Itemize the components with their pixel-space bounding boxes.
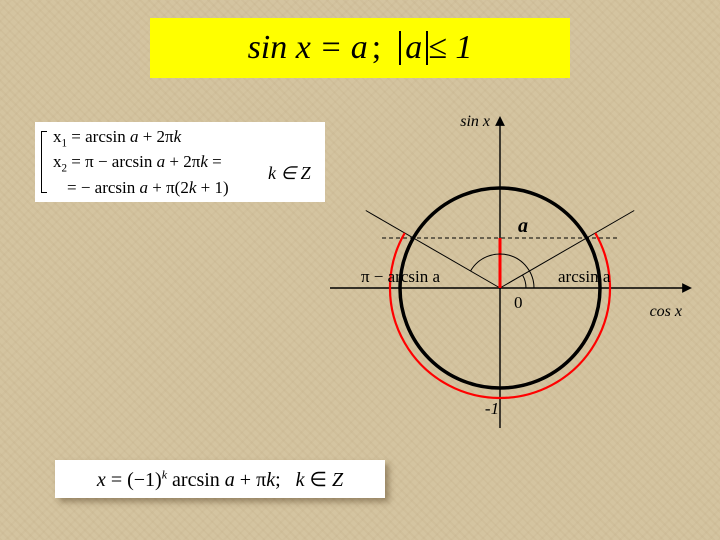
equation-title: sin x = a ; a ≤ 1 [150, 18, 570, 78]
title-rhs: ≤ 1 [428, 29, 472, 67]
minus-one-label: -1 [485, 399, 499, 418]
k-in-z-note: k ∈ Z [260, 160, 319, 187]
solution-line-1: x1 = arcsin a + 2πk [53, 126, 229, 151]
solutions-lines: x1 = arcsin a + 2πk x2 = π − arcsin a + … [47, 126, 229, 198]
angle-arc-left [471, 254, 534, 288]
solution-line-2: x2 = π − arcsin a + 2πk = [53, 151, 229, 176]
title-sep: ; [368, 29, 399, 67]
general-solution-formula: x = (−1)k arcsin a + πk; k ∈ Z [55, 460, 385, 498]
pi-minus-arcsin-a-label: π − arcsin a [361, 267, 441, 286]
general-formula-text: x = (−1)k arcsin a + πk; k ∈ Z [97, 467, 343, 492]
unit-circle-diagram: sin x cos x 0 -1 a arcsin a π − arcsin a [320, 108, 700, 438]
solution-line-3: = − arcsin a + π(2k + 1) [53, 177, 229, 198]
origin-label: 0 [514, 293, 523, 312]
a-value-label: a [518, 215, 528, 237]
y-axis-label: sin x [460, 113, 490, 130]
angle-arc-right [523, 275, 526, 288]
title-abs-a: a [399, 29, 428, 67]
x-axis-label: cos x [650, 303, 682, 320]
diagram-svg: sin x cos x 0 -1 a arcsin a π − arcsin a [320, 108, 700, 438]
arcsin-a-label: arcsin a [558, 267, 611, 286]
title-lhs: sin x = a [248, 29, 368, 67]
